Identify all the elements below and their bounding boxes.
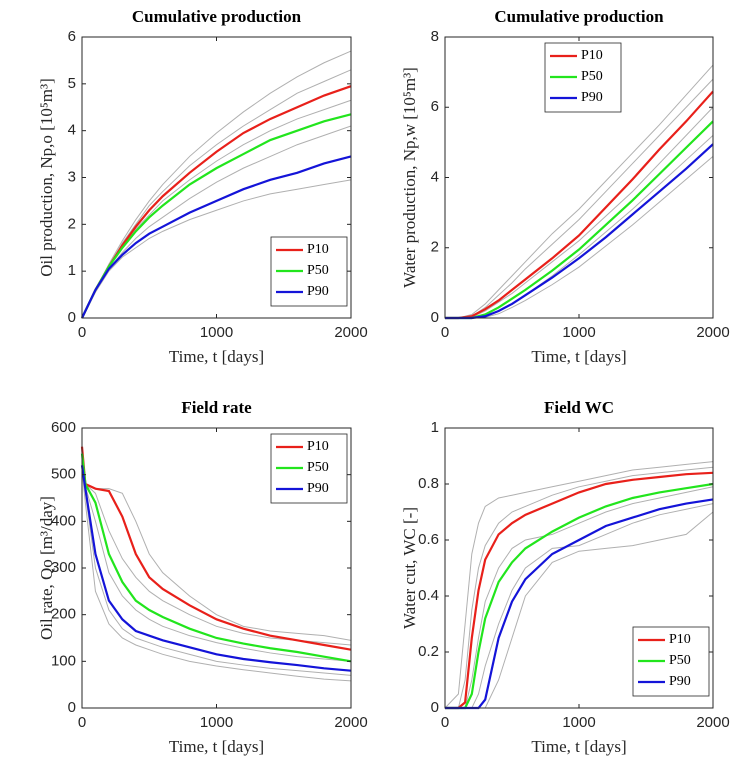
legend-label: P50 <box>307 263 329 278</box>
realization-line <box>81 179 352 319</box>
chart-title: Cumulative production <box>132 7 302 26</box>
y-tick-label: 0 <box>431 309 439 326</box>
realization-line <box>81 50 352 319</box>
legend: P10 P50 P90 <box>544 42 622 113</box>
y-tick-label: 6 <box>68 28 76 45</box>
legend: P10 P50 P90 <box>270 236 348 307</box>
y-tick-label: 0.6 <box>418 531 439 548</box>
series-line <box>445 471 714 710</box>
x-axis-label: Time, t [days] <box>169 737 264 756</box>
legend-label: P50 <box>669 653 691 668</box>
y-tick-label: 300 <box>51 559 76 576</box>
x-tick-label: 1000 <box>200 714 233 731</box>
legend-label: P90 <box>669 674 691 689</box>
legend-label: P10 <box>307 242 329 257</box>
x-tick-label: 1000 <box>200 324 233 341</box>
series-line <box>81 113 352 319</box>
realization-line <box>445 466 714 709</box>
series-group <box>80 446 352 682</box>
legend: P10 P50 P90 <box>270 433 348 504</box>
y-tick-label: 4 <box>68 122 76 139</box>
realization-line <box>81 460 352 662</box>
x-axis-label: Time, t [days] <box>169 347 264 366</box>
x-tick-label: 0 <box>78 714 86 731</box>
y-tick-label: 8 <box>431 28 439 45</box>
x-tick-label: 0 <box>441 714 449 731</box>
y-axis-label: Oil rate, Qo [m³/day] <box>37 496 56 640</box>
x-axis-label: Time, t [days] <box>531 737 626 756</box>
realization-line <box>81 469 352 682</box>
y-tick-label: 2 <box>431 239 439 256</box>
y-tick-label: 3 <box>68 168 76 185</box>
realization-line <box>444 461 714 709</box>
x-tick-label: 1000 <box>562 324 595 341</box>
y-tick-label: 1 <box>431 419 439 436</box>
y-tick-label: 0 <box>68 699 76 716</box>
y-tick-label: 0 <box>68 309 76 326</box>
chart-title: Cumulative production <box>494 7 664 26</box>
x-axis-label: Time, t [days] <box>531 347 626 366</box>
y-axis-label: Water cut, WC [-] <box>400 507 419 629</box>
legend-label: P90 <box>581 90 603 105</box>
y-tick-label: 2 <box>68 215 76 232</box>
y-axis-label: Water production, Np,w [10⁵m³] <box>400 67 419 288</box>
series-group <box>81 50 352 319</box>
y-tick-label: 100 <box>51 652 76 669</box>
series-line <box>445 90 714 320</box>
chart-title: Field rate <box>181 398 252 417</box>
y-tick-label: 0.4 <box>418 587 439 604</box>
y-tick-label: 1 <box>68 262 76 279</box>
x-tick-label: 2000 <box>696 714 729 731</box>
y-tick-label: 200 <box>51 606 76 623</box>
y-axis-label: Oil production, Np,o [10⁵m³] <box>37 78 56 276</box>
x-tick-label: 0 <box>78 324 86 341</box>
legend-label: P50 <box>581 69 603 84</box>
y-tick-label: 0 <box>431 699 439 716</box>
y-tick-label: 0.2 <box>418 643 439 660</box>
legend-label: P50 <box>307 460 329 475</box>
x-tick-label: 1000 <box>562 714 595 731</box>
series-line <box>80 453 352 663</box>
chart-title: Field WC <box>544 398 614 417</box>
realization-line <box>81 465 352 676</box>
series-line <box>80 446 352 651</box>
y-tick-label: 4 <box>431 168 439 185</box>
series-line <box>445 482 714 710</box>
y-tick-label: 5 <box>68 75 76 92</box>
realization-line <box>445 64 714 319</box>
legend-label: P90 <box>307 481 329 496</box>
y-tick-label: 600 <box>51 419 76 436</box>
y-tick-label: 400 <box>51 512 76 529</box>
legend-label: P10 <box>307 439 329 454</box>
series-group <box>444 461 714 710</box>
x-tick-label: 0 <box>441 324 449 341</box>
legend-label: P10 <box>669 632 691 647</box>
series-line <box>80 465 352 672</box>
series-line <box>81 155 352 319</box>
x-tick-label: 2000 <box>696 324 729 341</box>
realization-line <box>445 486 714 709</box>
y-tick-label: 6 <box>431 98 439 115</box>
legend-label: P10 <box>581 48 603 63</box>
y-tick-label: 500 <box>51 466 76 483</box>
x-tick-label: 2000 <box>334 324 367 341</box>
y-tick-label: 0.8 <box>418 475 439 492</box>
x-tick-label: 2000 <box>334 714 367 731</box>
legend: P10 P50 P90 <box>632 626 710 697</box>
legend-label: P90 <box>307 284 329 299</box>
